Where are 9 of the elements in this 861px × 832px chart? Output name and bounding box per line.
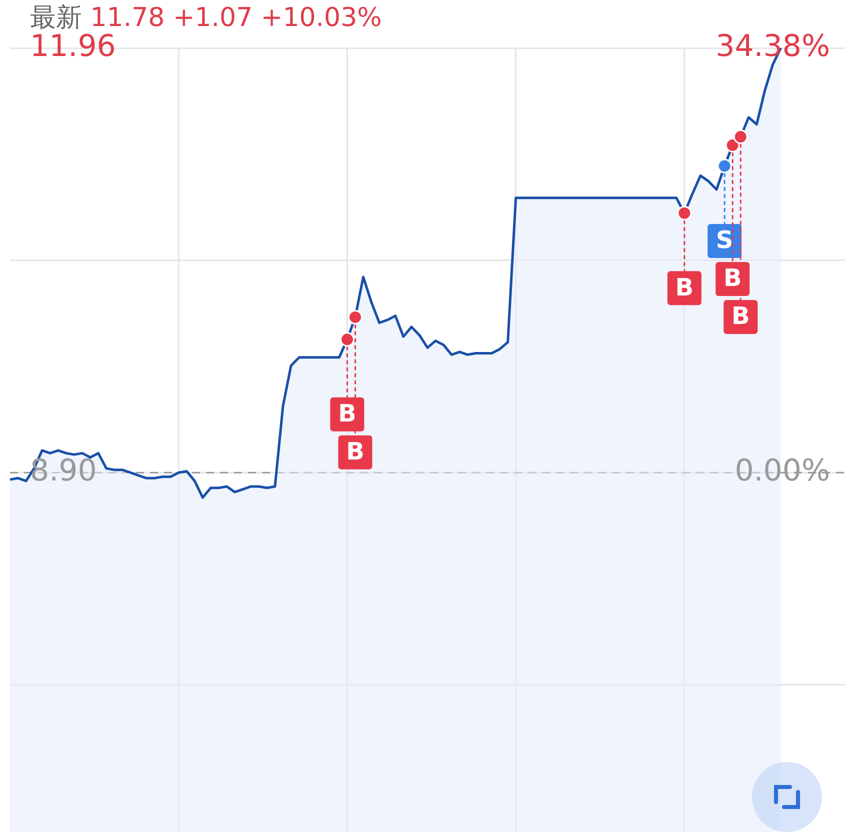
annotation: S (716, 226, 734, 254)
y-tick-label: 8.90 (30, 453, 97, 488)
y2-tick-label: 34.38% (716, 28, 830, 64)
annotation: B (731, 302, 750, 330)
annotation: B (723, 264, 742, 292)
annotation: B (346, 438, 364, 466)
annotation: B (338, 400, 356, 428)
y2-tick-label: 0.00% (734, 453, 830, 488)
annotation: B (675, 273, 694, 302)
